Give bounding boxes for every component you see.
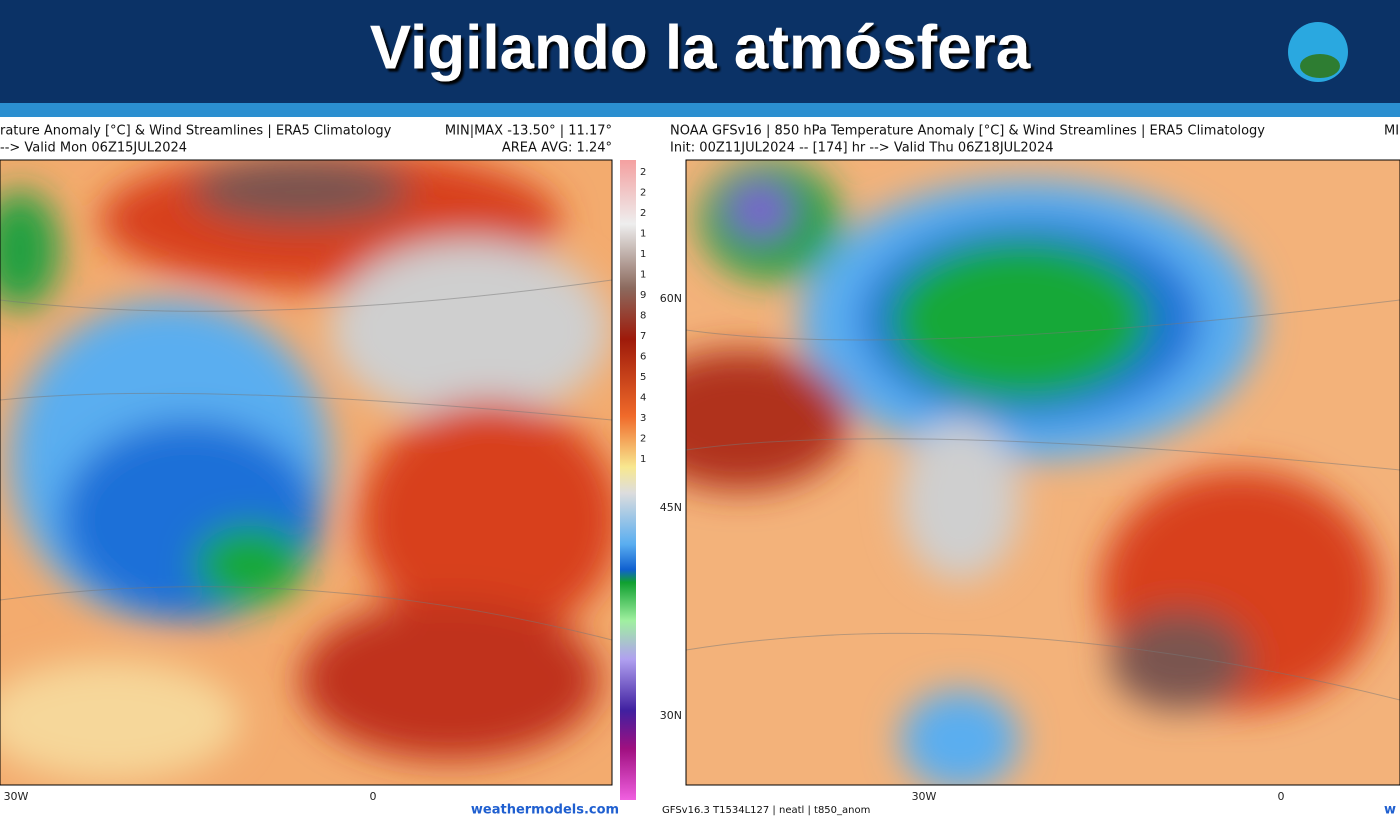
panel-title: NOAA GFSv16 | 850 hPa Temperature Anomal…	[670, 124, 1265, 139]
lat-label: 30N	[660, 709, 682, 722]
header-stripe	[0, 103, 1400, 117]
page-title: Vigilando la atmósfera	[370, 13, 1031, 82]
colorbar-label: 2	[640, 167, 646, 178]
panel-title: rature Anomaly [°C] & Wind Streamlines |…	[0, 124, 392, 139]
map-frame	[0, 159, 613, 786]
lon-label: 30W	[4, 790, 29, 803]
credit: weathermodels.com	[471, 803, 619, 818]
lon-label: 0	[370, 790, 377, 803]
colorbar-label: 1	[640, 229, 646, 240]
panel-area-avg: AREA AVG: 1.24°	[502, 141, 612, 156]
colorbar-label: 2	[640, 188, 646, 199]
right-map	[686, 160, 1400, 785]
logo	[1288, 22, 1348, 82]
header-bar	[0, 0, 1400, 103]
colorbar	[620, 160, 636, 800]
lon-label: 0	[1278, 790, 1285, 803]
colorbar-label: 5	[640, 372, 646, 383]
panel-init: Init: 00Z11JUL2024 -- [174] hr --> Valid…	[670, 141, 1054, 156]
credit: w	[1384, 803, 1396, 818]
panel-valid: --> Valid Mon 06Z15JUL2024	[0, 141, 187, 156]
lat-label: 60N	[660, 292, 682, 305]
map-frame	[685, 159, 1400, 786]
colorbar-label: 7	[640, 331, 646, 342]
colorbar-label: 1	[640, 454, 646, 465]
colorbar-label: 9	[640, 290, 646, 301]
colorbar-label: 1	[640, 249, 646, 260]
colorbar-label: 2	[640, 434, 646, 445]
lat-label: 45N	[660, 501, 682, 514]
left-map	[0, 160, 612, 785]
colorbar-label: 4	[640, 393, 646, 404]
colorbar-label: 2	[640, 208, 646, 219]
model-info: GFSv16.3 T1534L127 | neatl | t850_anom	[662, 805, 870, 816]
panel-stats: MI	[1384, 124, 1399, 139]
panel-stats: MIN|MAX -13.50° | 11.17°	[445, 124, 612, 139]
colorbar-label: 1	[640, 270, 646, 281]
colorbar-label: 3	[640, 413, 646, 424]
colorbar-label: 6	[640, 352, 646, 363]
colorbar-label: 8	[640, 311, 646, 322]
lon-label: 30W	[912, 790, 937, 803]
